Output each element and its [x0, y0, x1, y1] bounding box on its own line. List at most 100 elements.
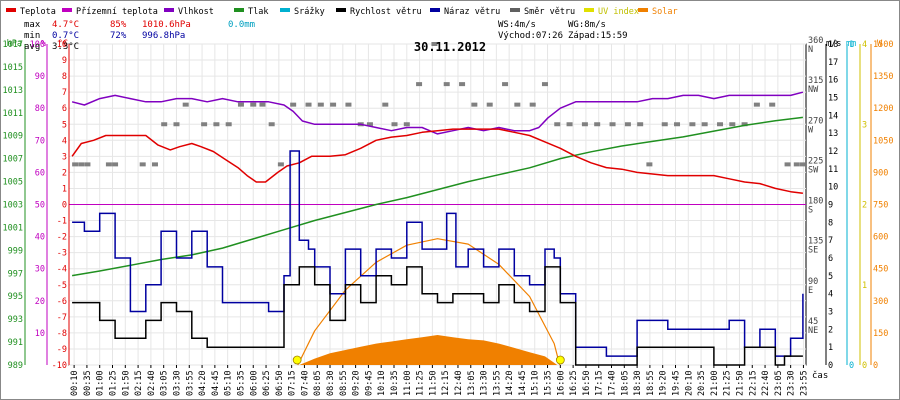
wind-dir-dot	[674, 122, 681, 127]
x-tick-label: 06:00	[249, 370, 259, 396]
hpa-tick-label: 1017	[3, 40, 23, 50]
ms-tick-label: 8	[828, 218, 833, 228]
deg-tick-label: 270	[808, 116, 823, 126]
degc-tick-label: -4	[57, 265, 67, 275]
degc-tick-label: 1	[62, 184, 67, 194]
wind-dir-dot	[317, 102, 324, 107]
wind-dir-dot	[72, 162, 79, 167]
degc-tick-label: -2	[57, 233, 67, 243]
x-tick-label: 11:00	[403, 370, 413, 396]
wind-dir-dot	[784, 162, 791, 167]
degc-tick-label: -3	[57, 249, 67, 259]
wind-dir-dot	[213, 122, 220, 127]
solar-tick-label: 600	[873, 233, 888, 243]
ms-tick-label: 1	[828, 343, 833, 353]
dir-tick-label: SE	[808, 246, 818, 256]
ms-axis-title: m/s	[826, 39, 841, 49]
hpa-tick-label: 993	[8, 315, 23, 325]
uv-tick-label: 0	[862, 361, 867, 371]
wind-dir-dot	[345, 102, 352, 107]
x-tick-label: 16:00	[556, 370, 566, 396]
hpa-tick-label: 1011	[3, 109, 23, 119]
x-tick-label: 23:30	[787, 370, 797, 396]
wind-dir-dot	[201, 122, 208, 127]
chart-title: 30.11.2012	[414, 40, 486, 54]
wind-dir-dot	[769, 102, 776, 107]
deg-tick-label: 90	[808, 277, 818, 287]
wind-dir-dot	[609, 122, 616, 127]
ms-tick-label: 7	[828, 236, 833, 246]
mm-axis-title: mm	[846, 39, 856, 49]
degc-tick-label: -5	[57, 281, 67, 291]
x-tick-label: 03:55	[185, 370, 195, 396]
x-tick-label: 02:15	[134, 370, 144, 396]
legend-label: Přízemní teplota	[76, 7, 158, 17]
wind-dir-dot	[689, 122, 696, 127]
wind-dir-dot	[701, 122, 708, 127]
pct-tick-label: 20	[35, 297, 45, 307]
x-tick-label: 10:10	[377, 370, 387, 396]
wind-dir-dot	[471, 102, 478, 107]
legend-label: Náraz větru	[444, 7, 500, 17]
wind-speed-line	[72, 266, 803, 366]
wind-dir-dot	[250, 102, 257, 107]
degc-tick-label: -6	[57, 297, 67, 307]
x-tick-label: 01:00	[96, 370, 106, 396]
ms-tick-label: 10	[828, 183, 838, 193]
x-tick-label: 00:10	[70, 370, 80, 396]
wind-dir-dot	[753, 102, 760, 107]
solar-tick-label: 300	[873, 297, 888, 307]
sun-marker	[292, 355, 302, 365]
ms-tick-label: 5	[828, 272, 833, 282]
x-tick-label: 21:00	[710, 370, 720, 396]
x-tick-label: 09:20	[352, 370, 362, 396]
dir-tick-label: S	[808, 206, 813, 216]
x-tick-label: 13:30	[480, 370, 490, 396]
x-tick-label: 01:25	[109, 370, 119, 396]
wind-dir-dot	[330, 102, 337, 107]
stat-max-temp: 4.7°C	[52, 20, 79, 30]
wind-dir-dot	[717, 122, 724, 127]
x-tick-label: 19:45	[671, 370, 681, 396]
stat-avg-label: avg	[24, 42, 40, 52]
x-tick-label: 04:45	[211, 370, 221, 396]
legend-swatch	[336, 8, 346, 12]
wind-dir-dot	[514, 102, 521, 107]
deg-tick-label: 360	[808, 36, 823, 46]
wind-info: WS:4m/s WG:8m/s Východ:07:26 Západ:15:59	[498, 20, 628, 41]
dir-tick-label: E	[808, 286, 813, 296]
wind-dir-dot	[793, 162, 800, 167]
x-tick-label: 20:35	[697, 370, 707, 396]
hpa-tick-label: 997	[8, 269, 23, 279]
ms-tick-label: 17	[828, 58, 838, 68]
degc-tick-label: -8	[57, 329, 67, 339]
degc-tick-label: 6	[62, 104, 67, 114]
degc-tick-label: -10	[52, 361, 67, 371]
ms-tick-label: 15	[828, 94, 838, 104]
pct-tick-label: 50	[35, 201, 45, 211]
hpa-tick-label: 1005	[3, 178, 23, 188]
pct-tick-label: 10	[35, 329, 45, 339]
legend-label: Tlak	[248, 7, 268, 17]
legend-swatch	[638, 8, 648, 12]
x-tick-label: 20:10	[684, 370, 694, 396]
x-axis-label: čas	[812, 370, 828, 381]
legend: Teplota Přízemní teplota Vlhkost Tlak Srážky…	[6, 7, 678, 17]
dir-tick-label: NW	[808, 85, 819, 95]
degc-axis-title: °C	[58, 39, 68, 49]
pct-tick-label: 40	[35, 233, 45, 243]
x-tick-label: 06:50	[275, 370, 285, 396]
ms-tick-label: 14	[828, 111, 838, 121]
pct-tick-label: 80	[35, 104, 45, 114]
legend-label: Směr větru	[524, 7, 575, 17]
series	[71, 42, 806, 366]
pct-tick-label: 70	[35, 136, 45, 146]
stat-min-press: 996.8hPa	[142, 31, 185, 41]
degc-tick-label: 3	[62, 152, 67, 162]
wind-dir-dot	[566, 122, 573, 127]
legend-swatch	[234, 8, 244, 12]
deg-tick-label: 180	[808, 197, 823, 207]
dir-tick-label: SW	[808, 165, 819, 175]
wind-dir-dot	[366, 122, 373, 127]
